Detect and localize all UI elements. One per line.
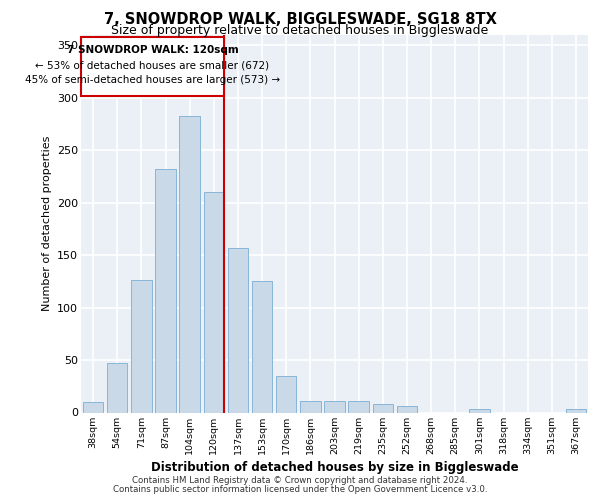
Bar	[131, 280, 152, 412]
Bar	[373, 404, 393, 412]
Bar	[203, 192, 224, 412]
Bar	[83, 402, 103, 412]
Bar	[227, 248, 248, 412]
Text: Contains public sector information licensed under the Open Government Licence v3: Contains public sector information licen…	[113, 484, 487, 494]
Bar	[107, 363, 127, 412]
X-axis label: Distribution of detached houses by size in Biggleswade: Distribution of detached houses by size …	[151, 460, 518, 473]
FancyBboxPatch shape	[81, 37, 224, 96]
Text: Contains HM Land Registry data © Crown copyright and database right 2024.: Contains HM Land Registry data © Crown c…	[132, 476, 468, 485]
Bar	[276, 376, 296, 412]
Text: ← 53% of detached houses are smaller (672): ← 53% of detached houses are smaller (67…	[35, 60, 269, 70]
Y-axis label: Number of detached properties: Number of detached properties	[41, 136, 52, 312]
Text: 7 SNOWDROP WALK: 120sqm: 7 SNOWDROP WALK: 120sqm	[67, 46, 238, 56]
Bar	[324, 401, 345, 412]
Text: 7, SNOWDROP WALK, BIGGLESWADE, SG18 8TX: 7, SNOWDROP WALK, BIGGLESWADE, SG18 8TX	[104, 12, 496, 28]
Bar	[469, 410, 490, 412]
Bar	[349, 401, 369, 412]
Bar	[179, 116, 200, 412]
Bar	[155, 169, 176, 412]
Text: 45% of semi-detached houses are larger (573) →: 45% of semi-detached houses are larger (…	[25, 75, 280, 85]
Text: Size of property relative to detached houses in Biggleswade: Size of property relative to detached ho…	[112, 24, 488, 37]
Bar	[252, 282, 272, 412]
Bar	[566, 410, 586, 412]
Bar	[300, 401, 320, 412]
Bar	[397, 406, 417, 412]
